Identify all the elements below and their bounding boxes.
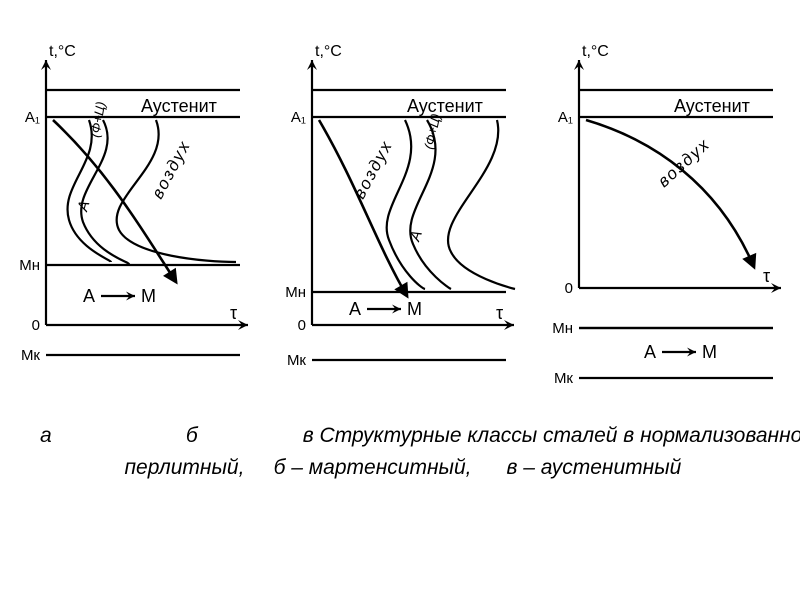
figure-caption: а б в Структурные классы сталей в нормал…: [40, 420, 760, 483]
inner-label-2: А: [407, 228, 427, 244]
ytick-Мн: Мн: [286, 284, 307, 301]
cooling-curve: [586, 120, 754, 267]
ttt-panel-c: t,°C τ Аустенит А₁ 0 Мн Мк воздух А М: [544, 30, 789, 405]
ytick-Мн: Мн: [19, 257, 40, 274]
page: t,°C τ Аустенит А₁ Мн 0 Мк (Ф+Ц) Авоздух А М t,°C τ…: [0, 0, 800, 600]
transform-label: А: [644, 342, 656, 362]
transform-label: А: [349, 299, 361, 319]
ytick-0: 0: [565, 280, 573, 297]
ytick-Мк: Мк: [21, 347, 40, 364]
transform-label-m: М: [141, 286, 156, 306]
inner-label-0: воздух: [654, 134, 714, 191]
ytick-А₁: А₁: [558, 109, 573, 126]
transform-label-m: М: [702, 342, 717, 362]
ytick-Мн: Мн: [552, 320, 573, 337]
panel-b: t,°CτАустенитА₁Мн0Мквоздух(Ф+Ц)ААМ: [277, 30, 522, 405]
panel-a: t,°C τ Аустенит А₁ Мн 0 Мк (Ф+Ц) Авоздух А М: [11, 30, 256, 405]
y-axis-label: t,°C: [582, 43, 609, 60]
y-axis-label: t,°C: [315, 43, 342, 60]
ttt-panel-a: t,°C τ Аустенит А₁ Мн 0 Мк (Ф+Ц) Авоздух А М: [11, 30, 256, 405]
ytick-А₁: А₁: [25, 109, 40, 126]
austenite-label: Аустенит: [141, 96, 217, 116]
inner-label-0: воздух: [350, 137, 397, 202]
x-axis-label: τ: [230, 303, 237, 323]
panels-row: t,°C τ Аустенит А₁ Мн 0 Мк (Ф+Ц) Авоздух А М t,°C τ…: [0, 30, 800, 405]
austenite-label: Аустенит: [407, 96, 483, 116]
inner-label-0: (Ф+Ц): [87, 100, 108, 138]
austenite-label: Аустенит: [674, 96, 750, 116]
ttt-panel-b: t,°CτАустенитА₁Мн0Мквоздух(Ф+Ц)ААМ: [277, 30, 522, 405]
ytick-0: 0: [31, 317, 39, 334]
inner-label-1: А: [74, 199, 93, 214]
inner-label-2: воздух: [148, 137, 195, 202]
ytick-Мк: Мк: [287, 352, 306, 369]
transform-label: А: [83, 286, 95, 306]
c-curve-2: [448, 120, 515, 289]
ytick-0: 0: [298, 317, 306, 334]
ytick-Мк: Мк: [554, 370, 573, 387]
ytick-А₁: А₁: [291, 109, 306, 126]
panel-c: t,°C τ Аустенит А₁ 0 Мн Мк воздух А М: [544, 30, 789, 405]
x-axis-label: τ: [496, 303, 503, 323]
y-axis-label: t,°C: [49, 43, 76, 60]
c-curve-1: [81, 120, 129, 264]
transform-label-m: М: [407, 299, 422, 319]
x-axis-label: τ: [763, 266, 770, 286]
